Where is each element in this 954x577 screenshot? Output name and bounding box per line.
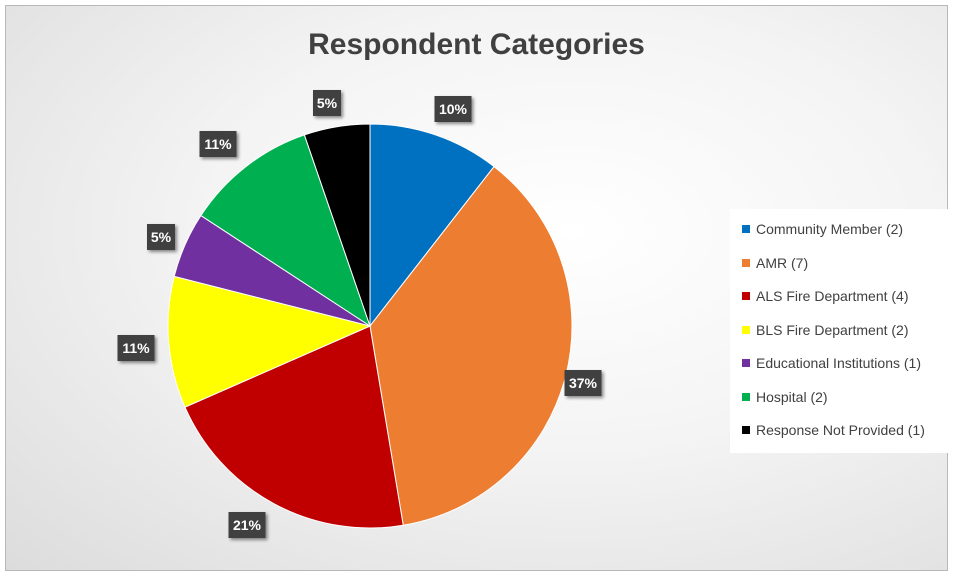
legend-label: Educational Institutions (1) xyxy=(756,355,921,371)
legend-item: Educational Institutions (1) xyxy=(742,353,921,373)
legend-swatch xyxy=(742,258,750,267)
legend-item: Hospital (2) xyxy=(742,387,828,407)
data-label: 11% xyxy=(199,131,237,157)
legend-label: AMR (7) xyxy=(756,254,809,271)
data-label-box xyxy=(147,224,175,250)
legend-label: BLS Fire Department (2) xyxy=(756,321,909,338)
data-label-box xyxy=(117,335,155,361)
pie-slice xyxy=(167,275,372,408)
legend-label: Community Member (2) xyxy=(756,221,904,237)
legend-label: Response Not Provided (1) xyxy=(756,422,925,438)
chart-title: Respondent Categories xyxy=(308,28,645,61)
data-label: 21% xyxy=(228,512,266,538)
legend-item: ALS Fire Department (4) xyxy=(742,286,909,306)
legend-swatch xyxy=(742,325,750,334)
data-label-text: 10% xyxy=(439,101,468,117)
pie-slice xyxy=(200,134,371,328)
data-label: 11% xyxy=(117,335,155,361)
data-label: 5% xyxy=(147,224,175,250)
data-label-text: 21% xyxy=(233,517,262,533)
data-label-text: 11% xyxy=(122,340,150,356)
pie-slice xyxy=(184,325,404,529)
legend-item: Community Member (2) xyxy=(742,219,903,239)
legend-swatch xyxy=(742,426,750,434)
data-label-text: 11% xyxy=(204,136,232,152)
legend: Community Member (2) AMR (7) ALS Fire Depa… xyxy=(730,209,952,453)
legend-item: AMR (7) xyxy=(742,253,808,273)
data-label: 10% xyxy=(434,96,472,122)
pie-chart: 10% 37% 21% 11% 5% 11% 5% xyxy=(117,90,602,538)
legend-label: ALS Fire Department (4) xyxy=(756,288,909,304)
data-label: 5% xyxy=(313,90,341,116)
legend-swatch xyxy=(742,292,750,300)
legend-swatch xyxy=(742,392,750,401)
data-label-text: 5% xyxy=(317,95,338,111)
data-label-box xyxy=(228,512,266,538)
data-label-box xyxy=(313,90,341,116)
pie-slice xyxy=(303,123,371,327)
data-label-box xyxy=(434,96,472,122)
legend-item: BLS Fire Department (2) xyxy=(742,320,909,340)
legend-swatch xyxy=(742,225,750,233)
legend-label: Hospital (2) xyxy=(756,388,828,405)
legend-swatch xyxy=(742,359,750,367)
data-label-text: 5% xyxy=(151,229,172,245)
pie-slice xyxy=(369,123,495,328)
data-label-text: 37% xyxy=(569,375,598,391)
data-label-box xyxy=(199,131,237,157)
data-label: 37% xyxy=(564,370,602,396)
chart-area: Respondent Categories 10% 37% 21% 11% 5% 11% 5… xyxy=(5,5,952,571)
data-label-box xyxy=(564,370,602,396)
legend-item: Response Not Provided (1) xyxy=(742,420,925,440)
